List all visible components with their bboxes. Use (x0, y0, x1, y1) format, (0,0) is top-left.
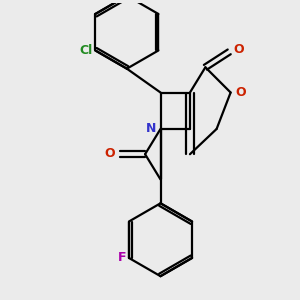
Text: Cl: Cl (80, 44, 93, 57)
Text: F: F (118, 251, 126, 265)
Text: N: N (146, 122, 157, 135)
Text: O: O (105, 147, 116, 160)
Text: O: O (234, 43, 244, 56)
Text: O: O (235, 86, 246, 99)
